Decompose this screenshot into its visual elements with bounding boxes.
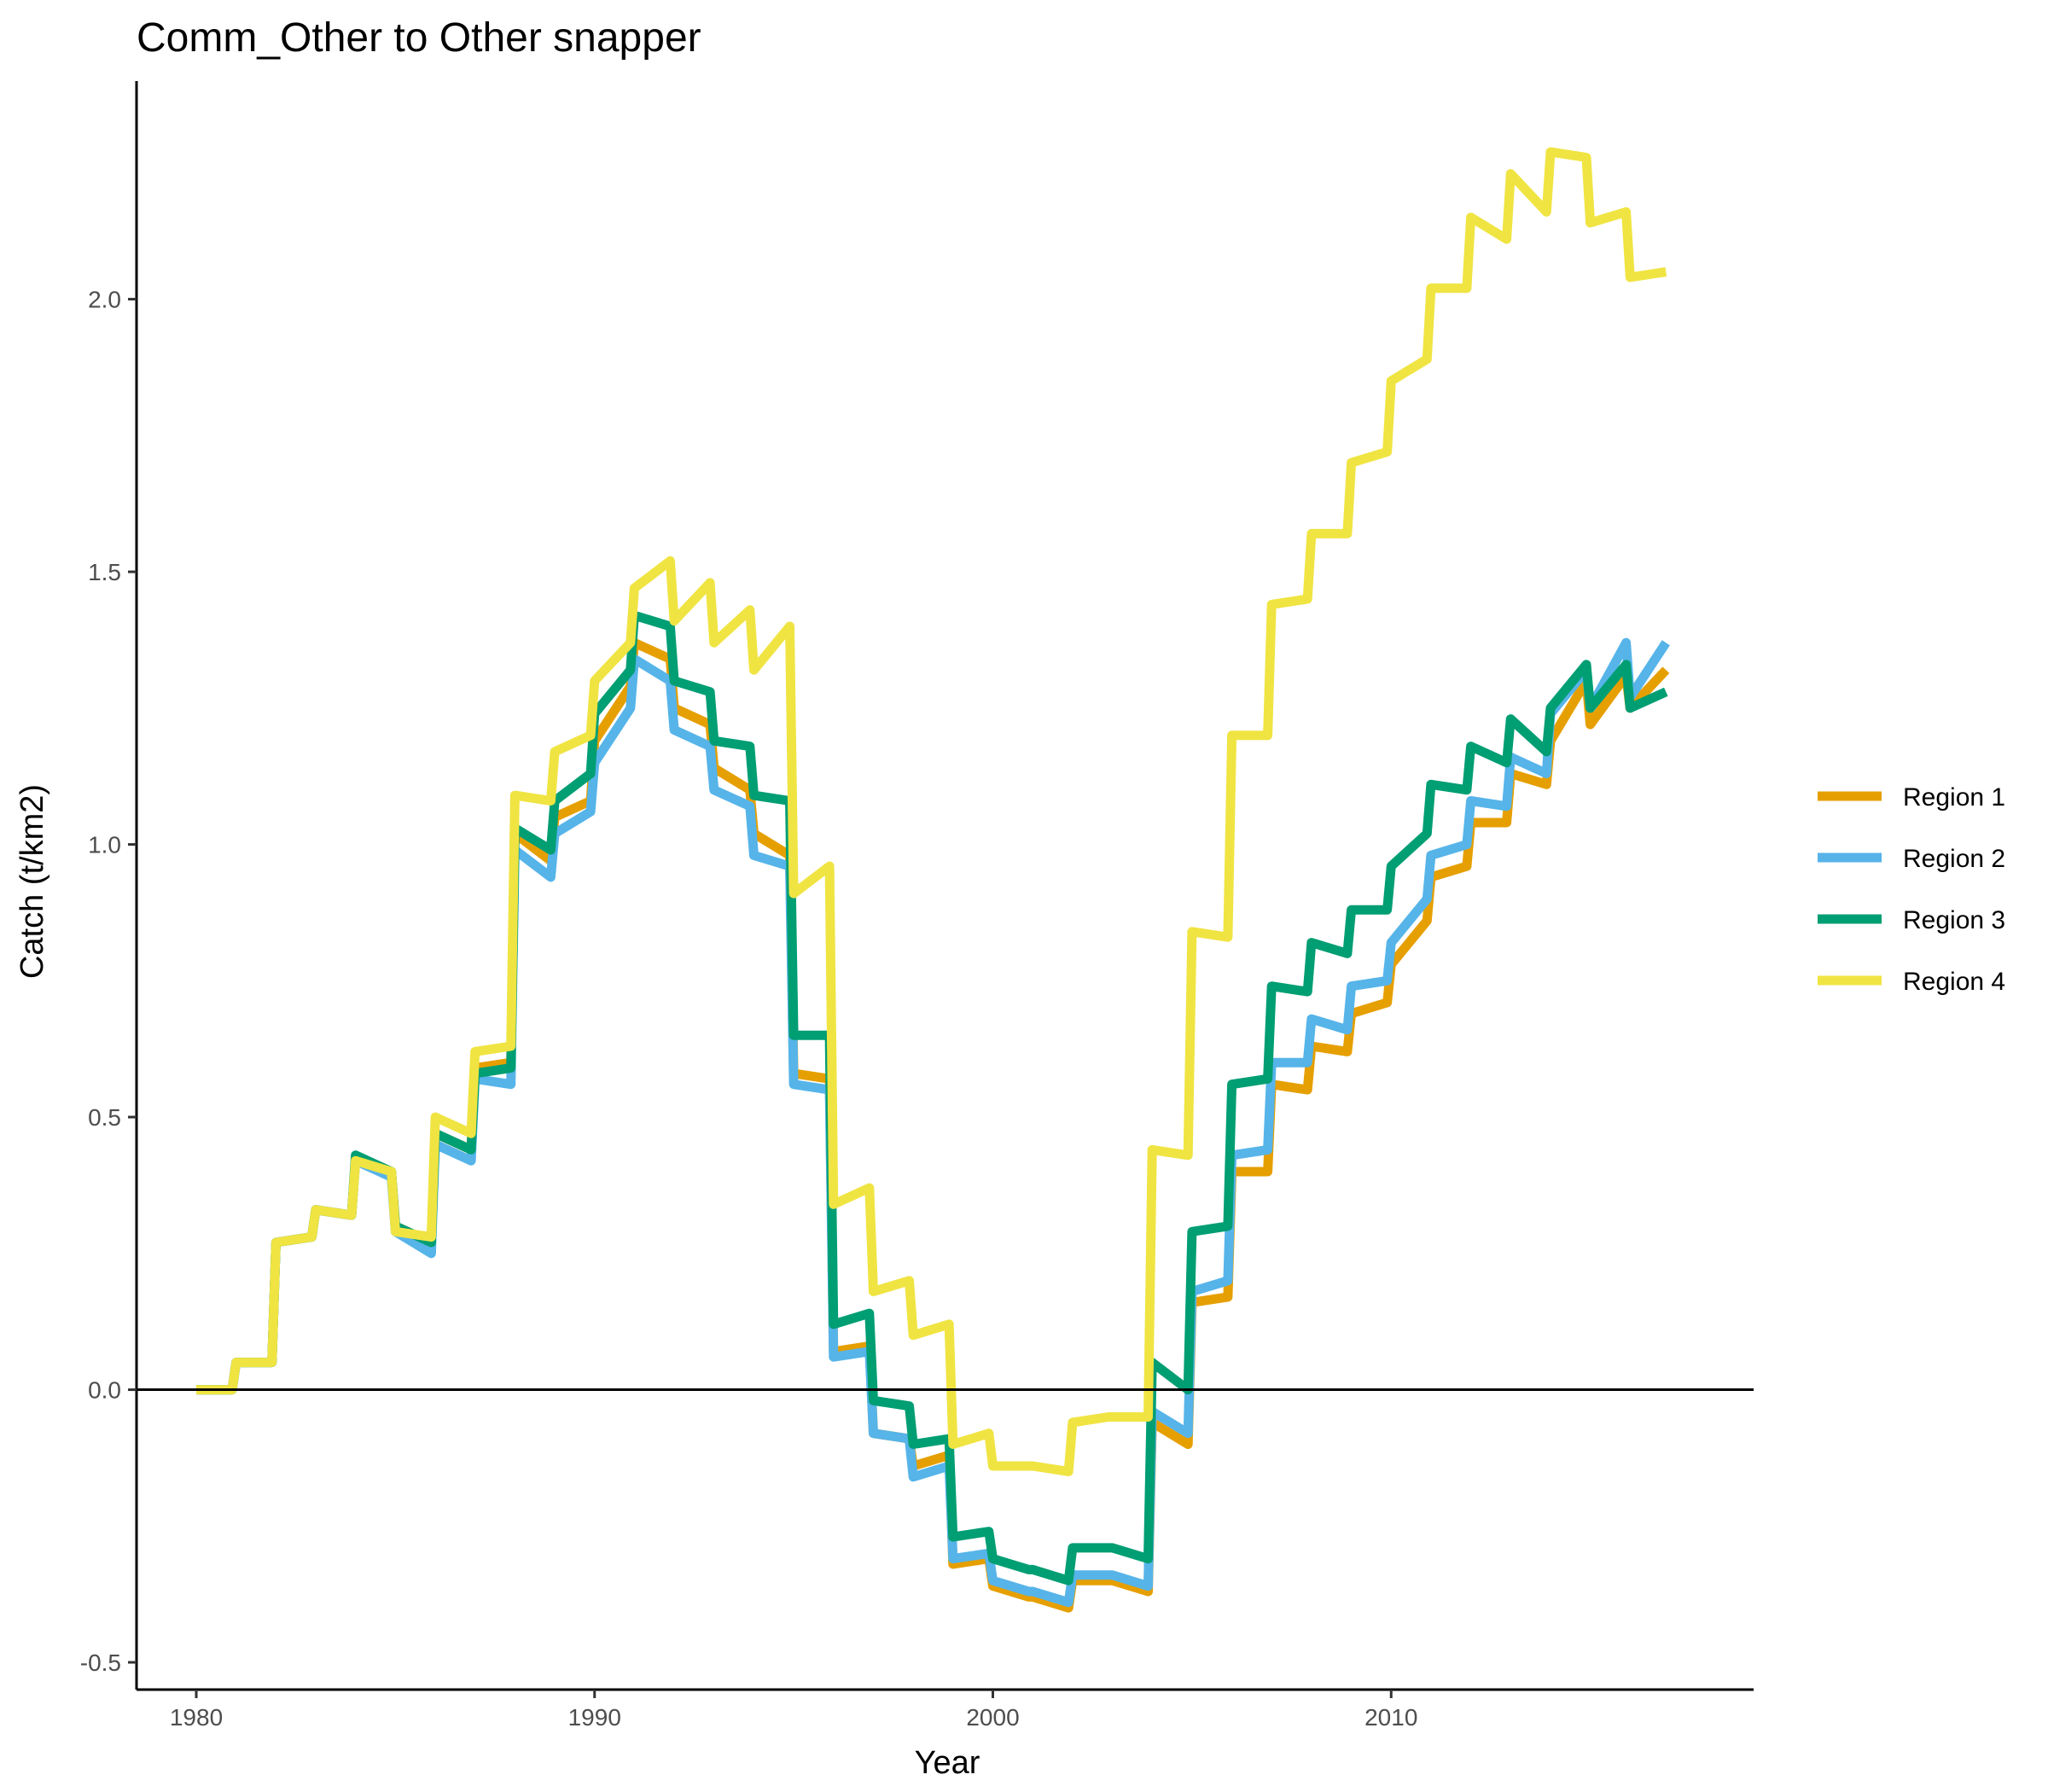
y-tick-label: 0.5 (88, 1104, 121, 1131)
y-axis-title: Catch (t/km2) (15, 784, 50, 979)
x-tick-label: 2010 (1364, 1704, 1417, 1731)
legend-label-region-3: Region 3 (1903, 906, 2005, 934)
series-line-region-4 (196, 147, 1667, 1476)
x-axis-title: Year (915, 1745, 980, 1781)
chart-title: Comm_Other to Other snapper (137, 15, 701, 61)
series-line-region-3 (196, 610, 1668, 1585)
x-tick-label: 1990 (568, 1704, 621, 1731)
series-line-region-2 (196, 637, 1670, 1608)
x-axis-ticks: 1980 1990 2000 2010 (170, 1690, 1417, 1731)
legend-label-region-2: Region 2 (1903, 845, 2005, 873)
y-tick-label: 1.5 (88, 559, 121, 585)
series-layer (196, 147, 1670, 1613)
y-tick-label: 2.0 (88, 287, 121, 313)
y-tick-label: -0.5 (80, 1649, 121, 1676)
y-axis-ticks: -0.5 0.0 0.5 1.0 1.5 2.0 (80, 287, 137, 1676)
y-tick-label: 0.0 (88, 1377, 121, 1404)
x-tick-label: 1980 (170, 1704, 223, 1731)
x-tick-label: 2000 (966, 1704, 1019, 1731)
legend: Region 1 Region 2 Region 3 Region 4 (1818, 783, 2005, 996)
y-tick-label: 1.0 (88, 832, 121, 858)
legend-label-region-4: Region 4 (1903, 968, 2005, 996)
legend-label-region-1: Region 1 (1903, 783, 2005, 812)
